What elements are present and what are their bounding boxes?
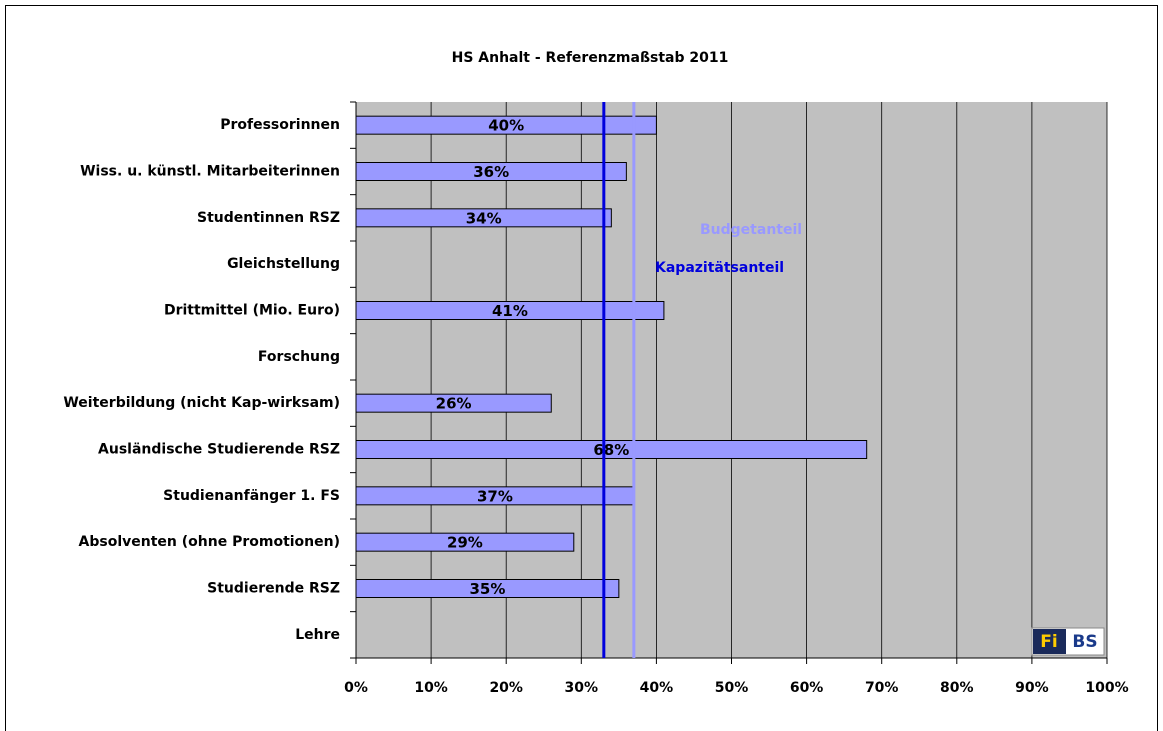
reference-label: Kapazitätsanteil [655, 260, 784, 276]
value-label: 36% [473, 163, 509, 181]
bar [355, 393, 552, 413]
y-tick-label: Drittmittel (Mio. Euro) [164, 303, 340, 319]
chart-title: HS Anhalt - Referenzmaßstab 2011 [452, 50, 729, 66]
logo-left-bg [1033, 629, 1066, 654]
y-tick-label: Studienanfänger 1. FS [163, 488, 340, 504]
x-tick-label: 40% [640, 680, 674, 696]
x-tick-label: 100% [1085, 680, 1128, 696]
value-label: 35% [469, 580, 505, 598]
x-tick-label: 90% [1015, 680, 1049, 696]
y-tick-label: Lehre [295, 627, 340, 643]
bar [355, 162, 627, 181]
logo-right: BS [1072, 632, 1097, 652]
x-tick-label: 10% [414, 680, 448, 696]
value-label: 68% [593, 441, 629, 459]
bar [355, 532, 575, 552]
x-tick-label: 30% [565, 680, 599, 696]
y-tick-label: Professorinnen [220, 117, 340, 133]
value-label: 34% [466, 209, 502, 227]
reference-label: Budgetanteil [700, 222, 802, 238]
x-tick-label: 60% [790, 680, 824, 696]
x-tick-label: 50% [715, 680, 749, 696]
y-tick-label: Studierende RSZ [207, 581, 340, 597]
bar [355, 208, 612, 228]
y-tick-label: Wiss. u. künstl. Mitarbeiterinnen [80, 164, 340, 180]
bar [355, 115, 657, 135]
bar [355, 440, 868, 459]
value-label: 40% [488, 117, 524, 135]
value-label: 41% [492, 302, 528, 320]
x-tick-label: 20% [489, 680, 523, 696]
value-label: 26% [436, 395, 472, 413]
bar [355, 301, 665, 320]
value-label: 29% [447, 534, 483, 552]
x-tick-label: 70% [865, 680, 899, 696]
y-tick-label: Gleichstellung [227, 256, 340, 272]
logo-left: Fi [1040, 632, 1057, 652]
y-tick-label: Studentinnen RSZ [197, 210, 340, 226]
y-tick-label: Forschung [258, 349, 340, 365]
bar [355, 579, 620, 598]
value-label: 37% [477, 487, 513, 505]
x-tick-label: 80% [940, 680, 974, 696]
y-tick-label: Weiterbildung (nicht Kap-wirksam) [63, 395, 340, 411]
x-tick-label: 0% [344, 680, 368, 696]
y-tick-label: Absolventen (ohne Promotionen) [79, 534, 340, 550]
y-tick-label: Ausländische Studierende RSZ [98, 442, 340, 458]
